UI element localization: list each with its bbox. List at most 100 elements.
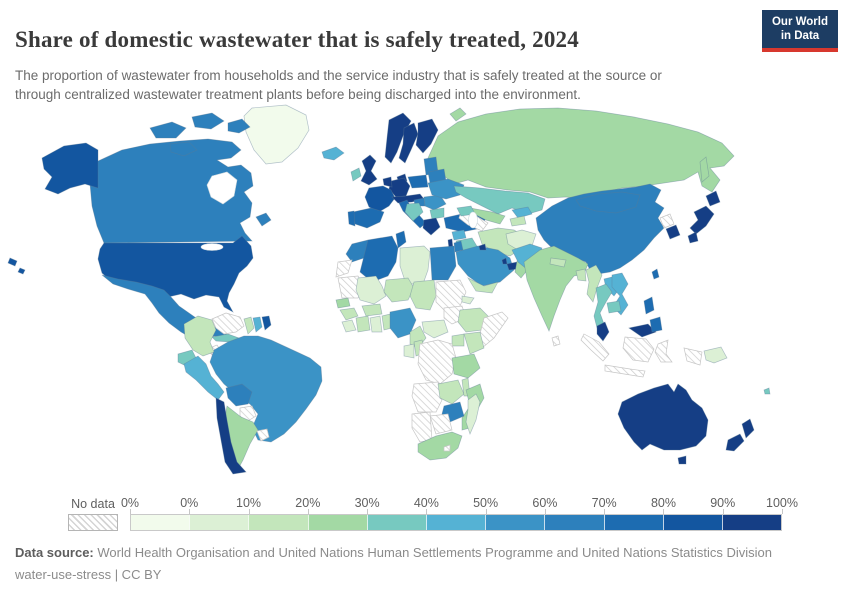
region-north-korea[interactable] <box>659 213 675 229</box>
legend-bin[interactable] <box>189 515 249 530</box>
region-peru[interactable] <box>183 355 225 401</box>
region-philippines-mindanao[interactable] <box>649 316 663 333</box>
region-bolivia[interactable] <box>225 383 253 407</box>
region-russia[interactable] <box>427 107 735 200</box>
region-lesotho[interactable] <box>443 444 451 452</box>
region-malaysia-borneo[interactable] <box>628 323 657 338</box>
region-canada-newfoundland[interactable] <box>255 212 272 227</box>
region-bulgaria[interactable] <box>429 207 445 220</box>
region-tunisia[interactable] <box>395 230 407 249</box>
region-fiji[interactable] <box>763 387 771 395</box>
region-indonesia-papua[interactable] <box>683 347 703 366</box>
region-russia-novaya-zemlya[interactable] <box>449 107 467 122</box>
region-angola[interactable] <box>411 381 443 413</box>
region-nepal[interactable] <box>549 257 567 268</box>
region-canada[interactable] <box>89 138 254 244</box>
region-new-zealand-south[interactable] <box>725 433 745 452</box>
region-taiwan[interactable] <box>651 268 660 280</box>
legend-bin[interactable] <box>131 515 190 530</box>
legend-bin[interactable] <box>366 515 426 530</box>
region-indonesia-borneo[interactable] <box>622 336 655 363</box>
region-iceland[interactable] <box>321 146 345 161</box>
region-french-guiana[interactable] <box>261 315 272 331</box>
region-tajikistan[interactable] <box>509 215 527 227</box>
region-egypt[interactable] <box>429 245 457 281</box>
region-south-korea[interactable] <box>665 224 681 240</box>
region-greece[interactable] <box>422 217 441 236</box>
region-malaysia-peninsula[interactable] <box>596 321 610 342</box>
region-sierra-leone[interactable] <box>341 319 357 333</box>
region-guinea[interactable] <box>339 307 359 321</box>
region-france[interactable] <box>364 185 396 213</box>
region-colombia[interactable] <box>183 315 217 357</box>
region-namibia[interactable] <box>411 411 433 443</box>
legend-bin[interactable] <box>485 515 545 530</box>
region-russia-sakhalin[interactable] <box>699 156 710 183</box>
region-cambodia[interactable] <box>606 300 622 314</box>
region-guyana[interactable] <box>243 316 255 335</box>
region-philippines-luzon[interactable] <box>643 296 655 315</box>
region-ivory-coast[interactable] <box>355 315 371 333</box>
region-balkans[interactable] <box>404 202 424 222</box>
region-indonesia-sulawesi[interactable] <box>654 339 673 363</box>
region-canada-island-1[interactable] <box>149 121 187 139</box>
legend-bin[interactable] <box>721 515 782 530</box>
region-sweden[interactable] <box>398 122 419 164</box>
region-western-sahara[interactable] <box>335 259 353 278</box>
region-mongolia[interactable] <box>575 191 641 214</box>
owid-logo[interactable]: Our World in Data <box>762 10 838 52</box>
region-botswana[interactable] <box>429 413 453 435</box>
region-usa-alaska[interactable] <box>41 142 99 195</box>
region-papua-new-guinea[interactable] <box>703 346 728 364</box>
region-norway[interactable] <box>384 112 412 164</box>
region-finland[interactable] <box>415 118 439 154</box>
region-chad[interactable] <box>409 279 437 311</box>
legend-bin[interactable] <box>662 515 722 530</box>
region-mali[interactable] <box>355 275 387 305</box>
region-united-kingdom[interactable] <box>360 154 378 186</box>
region-zambia[interactable] <box>437 379 465 405</box>
region-central-african-republic[interactable] <box>421 319 449 339</box>
region-uganda[interactable] <box>451 333 465 347</box>
region-spain[interactable] <box>352 207 385 229</box>
region-indonesia-sumatra[interactable] <box>580 333 610 362</box>
legend-bin[interactable] <box>425 515 486 530</box>
region-ukraine[interactable] <box>427 178 465 200</box>
region-sri-lanka[interactable] <box>551 335 561 347</box>
region-eritrea[interactable] <box>461 295 475 305</box>
region-ireland[interactable] <box>350 167 362 182</box>
region-madagascar[interactable] <box>465 393 481 435</box>
region-greenland[interactable] <box>243 104 310 165</box>
region-indonesia-java[interactable] <box>604 364 646 378</box>
region-usa-hawaii[interactable] <box>7 257 26 275</box>
region-portugal[interactable] <box>347 210 356 227</box>
legend-bin[interactable] <box>603 515 663 530</box>
region-venezuela[interactable] <box>211 312 245 335</box>
legend-no-data-swatch[interactable] <box>68 514 118 531</box>
legend-bin[interactable] <box>248 515 308 530</box>
region-ghana[interactable] <box>369 315 383 333</box>
region-uruguay[interactable] <box>256 428 270 442</box>
region-saudi-arabia[interactable] <box>455 245 515 287</box>
region-kuwait[interactable] <box>478 243 487 251</box>
region-poland[interactable] <box>407 174 429 189</box>
region-burkina-faso[interactable] <box>361 303 383 317</box>
region-canada-island-4[interactable] <box>169 141 198 157</box>
region-niger[interactable] <box>383 277 415 303</box>
legend-bin[interactable] <box>544 515 604 530</box>
region-australia-tasmania[interactable] <box>677 455 687 465</box>
region-new-zealand-north[interactable] <box>741 418 755 439</box>
region-kyrgyzstan[interactable] <box>511 206 533 219</box>
region-bangladesh[interactable] <box>575 268 587 282</box>
region-chile[interactable] <box>215 397 247 475</box>
region-japan-kyushu[interactable] <box>687 231 699 244</box>
region-japan-honshu[interactable] <box>689 205 715 235</box>
region-myanmar[interactable] <box>585 264 603 303</box>
region-suriname[interactable] <box>252 316 263 333</box>
region-india[interactable] <box>523 245 589 332</box>
region-gabon[interactable] <box>403 343 415 359</box>
region-benelux[interactable] <box>382 176 393 188</box>
region-usa[interactable] <box>97 235 254 313</box>
region-tanzania[interactable] <box>451 353 481 379</box>
region-south-africa[interactable] <box>417 431 463 461</box>
